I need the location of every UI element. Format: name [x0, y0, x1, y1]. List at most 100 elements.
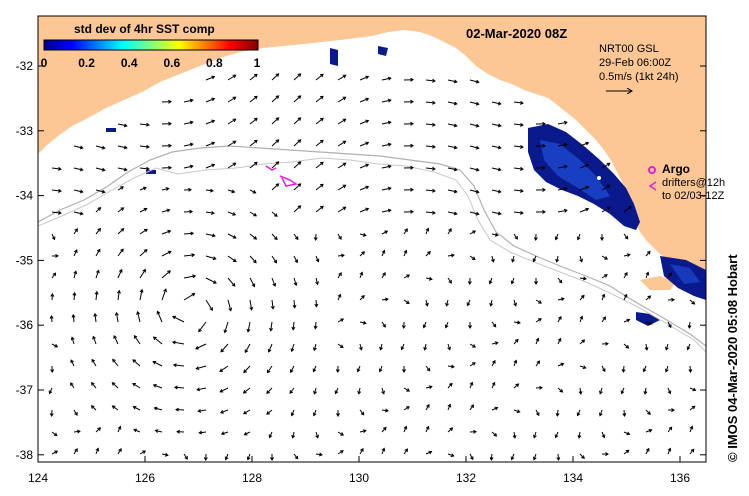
current-arrow-head: [365, 75, 370, 80]
current-legend: NRT00 GSL 29-Feb 06:00Z 0.5m/s (1kt 24h): [599, 43, 678, 91]
current-arrow-head: [667, 324, 672, 329]
current-arrow: [270, 321, 273, 331]
current-arrow: [337, 184, 346, 191]
current-arrow: [161, 453, 168, 456]
x-tick-label: 124: [28, 471, 48, 485]
current-arrow: [469, 189, 479, 193]
current-arrow: [425, 299, 428, 306]
current-arrow-head: [580, 294, 585, 299]
current-arrow: [249, 73, 258, 81]
current-arrow: [381, 427, 387, 433]
current-arrow: [139, 208, 147, 213]
current-arrow: [601, 431, 605, 438]
current-arrow-head: [275, 95, 280, 99]
current-arrow: [381, 230, 388, 235]
current-arrow: [51, 450, 58, 455]
current-arrow: [227, 96, 236, 103]
current-arrow-head: [176, 429, 180, 434]
current-arrow: [137, 311, 141, 323]
current-arrow: [381, 121, 391, 125]
current-arrow-head: [293, 282, 298, 287]
current-arrow-head: [379, 346, 383, 351]
current-arrow-head: [189, 98, 194, 103]
current-arrow-head: [497, 123, 502, 128]
colorbar-tick-label: 0: [41, 56, 48, 70]
current-arrow-head: [266, 411, 270, 415]
current-arrow-head: [494, 341, 499, 346]
current-arrow: [153, 336, 163, 345]
current-arrow: [271, 95, 279, 103]
current-arrow: [557, 165, 567, 169]
current-arrow-head: [342, 184, 347, 189]
current-arrow-head: [73, 270, 78, 275]
current-arrow-head: [166, 208, 171, 213]
current-arrow: [249, 139, 258, 147]
current-arrow-head: [542, 143, 546, 148]
current-arrow-head: [453, 211, 458, 216]
current-arrow: [381, 448, 385, 455]
current-arrow-head: [444, 324, 449, 329]
current-arrow: [205, 255, 216, 260]
current-arrow-head: [244, 349, 249, 354]
current-arrow: [117, 448, 122, 455]
current-arrow: [183, 453, 188, 460]
current-arrow-head: [70, 359, 74, 364]
current-arrow: [205, 299, 213, 311]
current-arrow: [579, 142, 589, 147]
current-arrow-head: [50, 292, 55, 297]
current-arrow-head: [123, 167, 128, 172]
current-arrow: [511, 255, 515, 262]
current-arrow-head: [291, 326, 296, 331]
current-arrow: [557, 187, 567, 191]
current-arrow-head: [70, 382, 74, 387]
current-arrow-head: [313, 390, 317, 395]
current-arrow: [198, 409, 207, 412]
current-arrow-head: [312, 412, 317, 417]
current-arrow-head: [365, 97, 370, 102]
current-arrow: [623, 294, 628, 301]
x-axis: 124 126 128 130 132 134 136: [28, 456, 690, 485]
current-arrow: [133, 429, 141, 433]
current-arrow-head: [604, 274, 608, 278]
current-arrow-head: [97, 427, 101, 431]
current-arrow: [51, 233, 56, 240]
current-arrow-head: [319, 161, 324, 166]
current-arrow: [359, 142, 369, 147]
current-arrow-head: [601, 434, 606, 439]
colorbar-tick-label: 0.4: [121, 56, 138, 70]
current-arrow: [447, 211, 457, 215]
current-arrow-head: [297, 183, 302, 187]
current-arrow: [70, 359, 75, 367]
x-tick-label: 136: [670, 471, 690, 485]
current-arrow-head: [667, 447, 672, 452]
current-arrow-head: [212, 280, 217, 284]
current-arrow: [183, 232, 194, 235]
current-arrow: [359, 430, 366, 433]
current-arrow: [71, 337, 75, 345]
current-arrow: [447, 101, 457, 105]
current-arrow: [161, 187, 169, 191]
isobath-line-inner: [38, 157, 706, 353]
current-arrow-head: [224, 456, 229, 461]
current-arrow: [601, 255, 608, 260]
current-scale: 0.5m/s (1kt 24h): [599, 71, 678, 83]
current-arrow-head: [622, 413, 627, 417]
current-arrow-head: [410, 209, 414, 214]
current-arrow-head: [362, 429, 367, 434]
current-arrow: [557, 277, 563, 284]
current-arrow: [337, 74, 346, 81]
current-arrow-head: [337, 293, 342, 298]
current-arrow: [73, 167, 83, 171]
current-arrow: [381, 143, 391, 147]
current-arrow: [337, 272, 342, 279]
current-arrow: [425, 167, 435, 170]
current-arrow-head: [516, 320, 521, 325]
current-arrow: [601, 206, 610, 213]
current-arrow: [645, 251, 651, 257]
current-arrow: [292, 321, 295, 330]
current-arrow-head: [246, 456, 251, 461]
current-arrow-head: [143, 207, 148, 212]
current-arrow-head: [117, 289, 121, 294]
current-arrow: [511, 277, 515, 284]
current-arrow: [199, 431, 207, 434]
